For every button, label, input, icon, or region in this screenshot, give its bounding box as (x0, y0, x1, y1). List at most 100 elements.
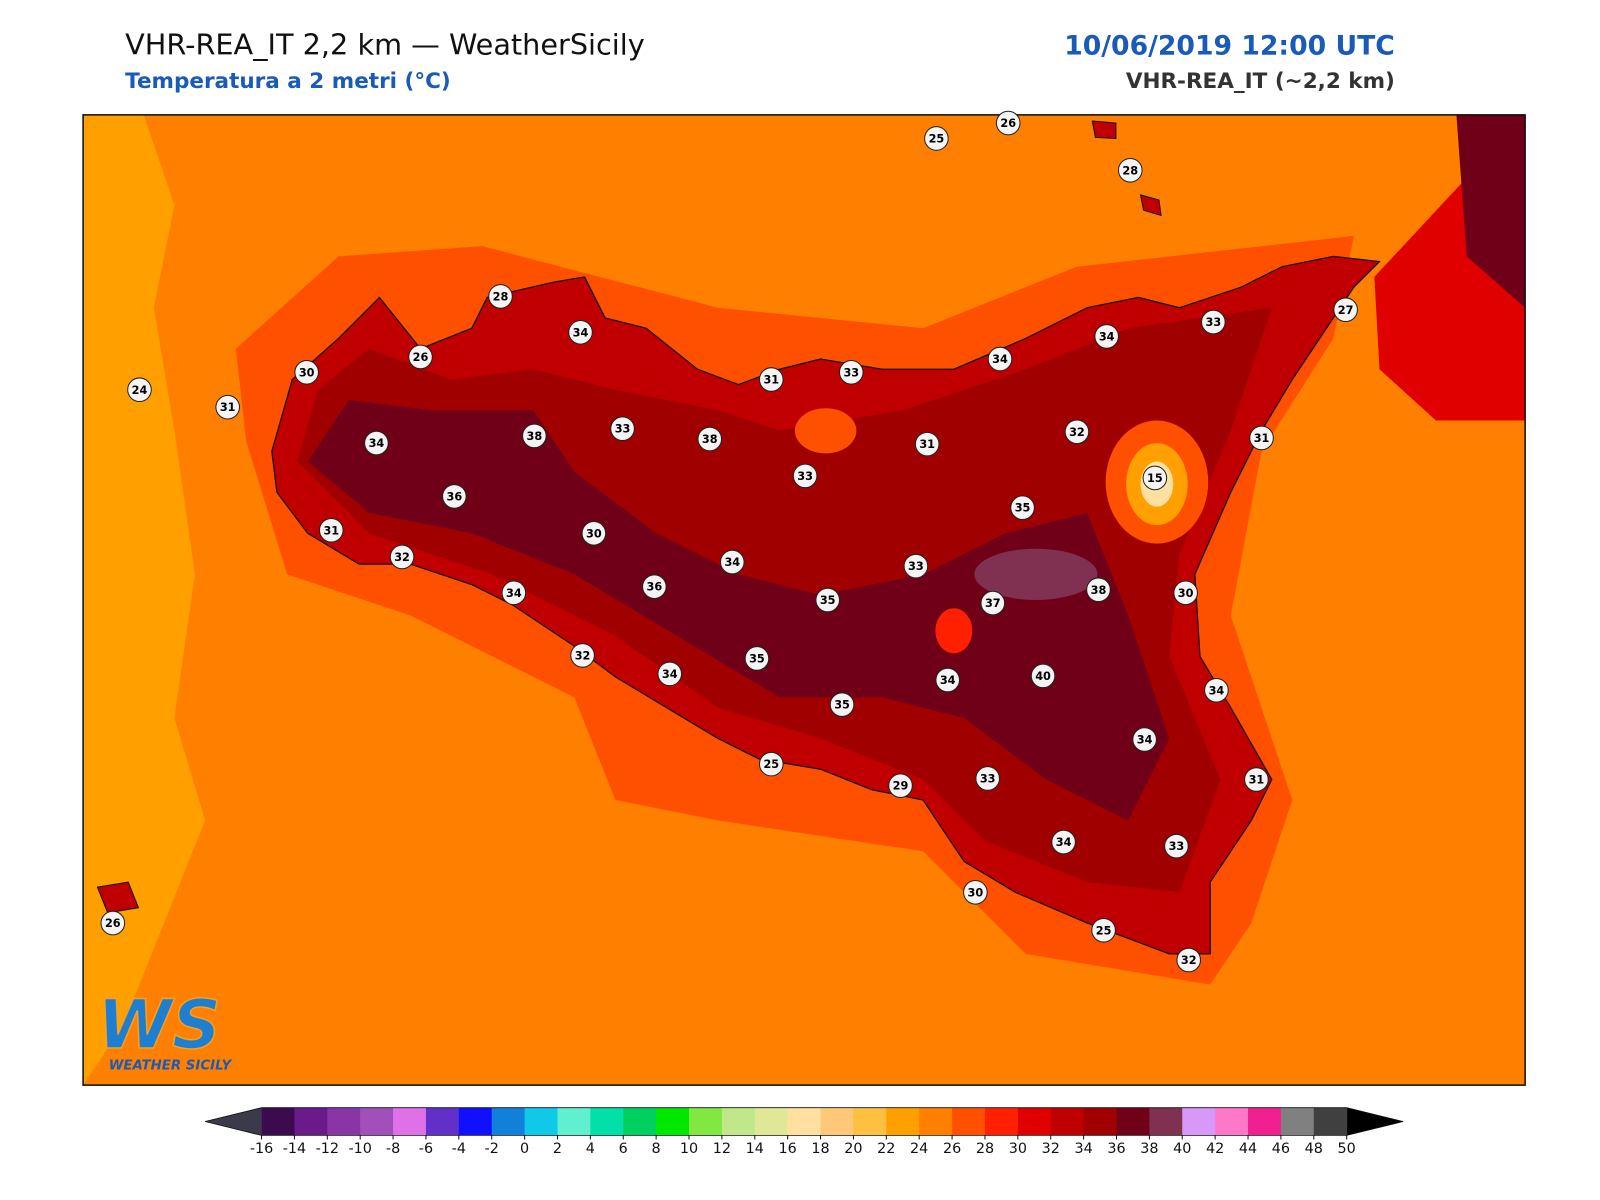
colorbar-tick-label: 6 (619, 1141, 628, 1157)
station-marker (829, 692, 855, 717)
station-value: 34 (940, 674, 956, 687)
station: 34 (657, 661, 683, 687)
station: 27 (1333, 297, 1358, 323)
colorbar-tick-label: 32 (1042, 1141, 1060, 1157)
station-marker (975, 766, 1000, 791)
colorbar-swatch (1248, 1107, 1282, 1136)
station-marker (610, 416, 635, 442)
station-value: 29 (893, 780, 909, 793)
colorbar-tick-label: 16 (779, 1141, 797, 1157)
station-marker (1010, 495, 1035, 520)
colorbar-tick-label: 30 (1009, 1141, 1027, 1157)
colorbar-tick-label: -8 (386, 1141, 400, 1157)
colorbar-swatch (1182, 1107, 1216, 1136)
colorbar-tick-label: -6 (419, 1141, 433, 1157)
station-value: 26 (413, 351, 429, 364)
station-marker (1142, 465, 1168, 491)
colorbar-swatch (1050, 1107, 1085, 1136)
station-marker (1051, 829, 1076, 855)
station-value: 36 (447, 490, 463, 503)
station-value: 38 (527, 430, 543, 443)
station-marker (1173, 580, 1198, 606)
station-marker (568, 319, 593, 345)
station: 30 (294, 359, 319, 385)
station: 15 (1142, 465, 1168, 491)
colorbar-swatch (491, 1107, 526, 1136)
station: 24 (127, 377, 152, 403)
station: 33 (903, 553, 929, 579)
station-value: 33 (908, 560, 924, 573)
station: 28 (1117, 157, 1143, 183)
station-marker (815, 587, 840, 613)
station: 36 (642, 574, 667, 599)
colorbar-tick-label: 36 (1107, 1141, 1125, 1157)
station: 36 (442, 484, 467, 509)
colorbar-swatch (1017, 1107, 1052, 1136)
station-value: 34 (369, 437, 385, 450)
colorbar-outline (205, 1107, 1404, 1136)
station-marker (980, 590, 1006, 616)
colorbar-tick-label: -14 (283, 1141, 306, 1157)
station: 31 (215, 394, 240, 420)
station-marker (888, 773, 913, 798)
station-value: 34 (724, 556, 740, 569)
station-marker (1117, 157, 1143, 183)
station-marker (914, 431, 940, 457)
colorbar-tick-label: 40 (1173, 1141, 1191, 1157)
station-marker (720, 549, 745, 575)
colorbar-tick-label: 0 (520, 1141, 529, 1157)
station-value: 33 (1169, 840, 1185, 853)
station-value: 36 (647, 581, 663, 594)
station-value: 28 (1122, 164, 1138, 177)
station-marker (100, 910, 126, 936)
station-value: 28 (493, 290, 509, 303)
station-value: 31 (919, 438, 935, 451)
colorbar-swatch (1149, 1107, 1183, 1136)
station: 34 (568, 319, 593, 345)
station: 34 (1051, 829, 1076, 855)
station-value: 27 (1338, 304, 1354, 317)
station-value: 34 (506, 587, 522, 600)
station: 30 (1173, 580, 1198, 606)
colorbar-swatch (656, 1107, 690, 1136)
station: 25 (758, 751, 784, 777)
colorbar-tick-label: 46 (1272, 1141, 1290, 1157)
station-marker (935, 667, 960, 693)
station-value: 33 (843, 366, 859, 379)
station: 31 (1244, 767, 1269, 792)
station-value: 32 (1181, 954, 1197, 967)
colorbar-swatch (524, 1107, 558, 1136)
station: 31 (318, 517, 344, 543)
station: 32 (1176, 947, 1202, 973)
station: 37 (980, 590, 1006, 616)
colorbar-swatch (327, 1107, 361, 1136)
colorbar-swatch (1083, 1107, 1118, 1136)
station: 33 (792, 463, 818, 489)
station-marker (995, 110, 1021, 136)
station-marker (1333, 297, 1358, 323)
station-value: 33 (797, 470, 813, 483)
station-value: 33 (1205, 316, 1221, 329)
station-value: 34 (573, 326, 589, 339)
station-marker (657, 661, 683, 687)
colorbar-swatch (261, 1107, 295, 1136)
colorbar-over (1346, 1107, 1404, 1136)
station-marker (744, 646, 770, 671)
station-marker (987, 346, 1013, 372)
colorbar-tick-label: 38 (1140, 1141, 1158, 1157)
station-marker (1132, 727, 1157, 752)
station-marker (1249, 425, 1274, 451)
station: 34 (935, 667, 960, 693)
colorbar-swatch (458, 1107, 493, 1136)
station-value: 31 (323, 524, 339, 537)
colorbar-tick-label: -12 (316, 1141, 339, 1157)
station: 30 (963, 880, 988, 905)
station-value: 26 (1000, 117, 1016, 130)
station-marker (697, 426, 723, 452)
colorbar-swatch (689, 1107, 723, 1136)
station-marker (1094, 324, 1119, 349)
station-value: 31 (763, 374, 779, 387)
station-marker (1030, 663, 1056, 689)
station-value: 30 (1178, 587, 1194, 600)
colorbar-swatch (557, 1107, 591, 1136)
